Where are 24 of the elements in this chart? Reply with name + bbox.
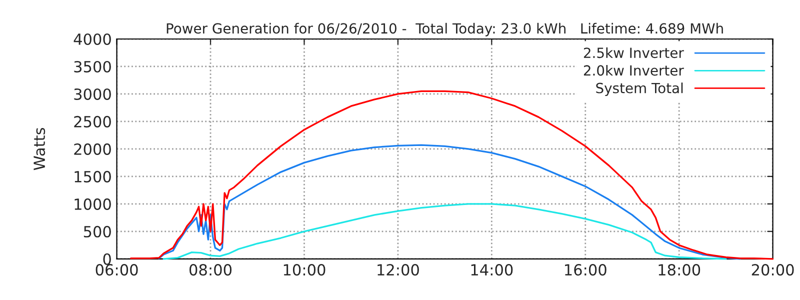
x-tick-label: 14:00 (471, 264, 513, 276)
y-tick-label: 1500 (74, 170, 111, 182)
x-tick-label: 16:00 (565, 264, 606, 276)
x-tick-label: 08:00 (190, 264, 232, 276)
x-tick-label: 18:00 (658, 264, 700, 276)
y-tick-label: 0 (103, 253, 111, 265)
chart-title: Power Generation for 06/26/2010 - Total Today: 23.0 kWh Lifetime: 4.689 MWh (166, 22, 723, 36)
line-series (158, 144, 741, 260)
line-series (162, 203, 727, 260)
legend-label: System Total (596, 82, 683, 96)
y-axis-title: Watts (34, 128, 46, 170)
y-tick-label: 3000 (74, 88, 111, 100)
x-tick-label: 12:00 (378, 264, 419, 276)
x-tick-label: 20:00 (752, 264, 794, 276)
x-tick-label: 10:00 (284, 264, 326, 276)
legend-label: 2.5kw Inverter (584, 47, 684, 58)
y-tick-label: 3500 (74, 60, 111, 73)
y-tick-label: 1000 (74, 198, 111, 210)
x-tick-label: 06:00 (96, 264, 138, 276)
y-tick-label: 2500 (74, 116, 111, 128)
y-tick-label: 2000 (74, 143, 111, 155)
legend-label: 2.0kw Inverter (584, 64, 684, 76)
y-tick-label: 500 (84, 226, 111, 238)
y-tick-label: 4000 (74, 33, 111, 46)
